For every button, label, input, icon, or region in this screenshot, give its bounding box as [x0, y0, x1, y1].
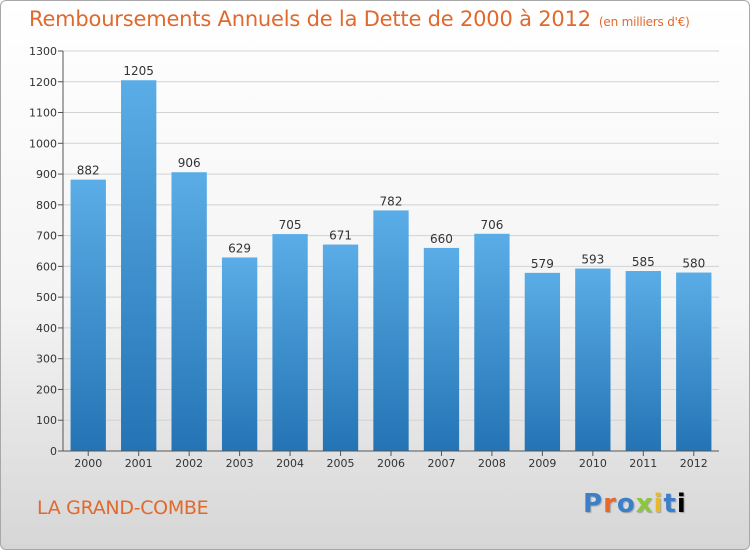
- x-axis: 2000 2001 2002 2003 2004 2005 2006 2007 2008 2009…: [63, 450, 719, 470]
- x-tick-label: 2006: [377, 457, 405, 470]
- y-tick-label: 500: [36, 291, 57, 304]
- data-label: 593: [581, 253, 604, 267]
- logo-letter: i: [676, 489, 687, 519]
- x-tick-label: 2011: [629, 457, 657, 470]
- x-tick-label: 2004: [276, 457, 304, 470]
- x-tick-label: 2008: [478, 457, 506, 470]
- bar: [524, 272, 561, 451]
- bar: [676, 272, 712, 451]
- logo-letter: P: [583, 489, 604, 519]
- x-tick-label: 2003: [226, 457, 254, 470]
- y-tick-label: 1100: [29, 107, 57, 120]
- bar: [221, 257, 258, 451]
- chart-unit-note: (en milliers d'€): [598, 15, 690, 29]
- x-tick-label: 2000: [74, 457, 102, 470]
- chart-title-text: Remboursements Annuels de la Dette de 20…: [29, 7, 591, 31]
- data-label: 579: [531, 257, 554, 271]
- data-label: 906: [178, 156, 201, 170]
- logo-letter: r: [603, 489, 617, 519]
- logo-letter: i: [653, 489, 664, 519]
- data-label: 1205: [123, 64, 154, 78]
- data-label: 882: [77, 164, 100, 178]
- data-label: 660: [430, 232, 453, 246]
- bar: [171, 172, 207, 451]
- data-labels: 882 1205 906 629 705 671 782 660 706 579 593 585 580: [77, 64, 705, 271]
- bar: [575, 268, 611, 451]
- y-tick-label: 300: [36, 353, 57, 366]
- bar: [423, 247, 460, 451]
- y-tick-label: 800: [36, 199, 57, 212]
- data-label: 705: [279, 218, 302, 232]
- data-label: 706: [480, 218, 503, 232]
- chart-title: Remboursements Annuels de la Dette de 20…: [29, 7, 690, 31]
- y-tick-label: 400: [36, 322, 57, 335]
- logo-letter: o: [616, 489, 636, 519]
- data-label: 585: [632, 255, 655, 269]
- bars: [70, 80, 712, 451]
- x-tick-label: 2002: [175, 457, 203, 470]
- y-tick-label: 1300: [29, 45, 57, 58]
- y-tick-label: 1200: [29, 76, 57, 89]
- data-label: 671: [329, 229, 352, 243]
- y-tick-label: 900: [36, 168, 57, 181]
- commune-name: LA GRAND-COMBE: [37, 497, 209, 519]
- x-tick-label: 2005: [327, 457, 355, 470]
- y-tick-label: 600: [36, 260, 57, 273]
- x-tick-label: 2010: [579, 457, 607, 470]
- y-tick-label: 100: [36, 414, 57, 427]
- bar: [322, 244, 359, 451]
- bar: [625, 271, 661, 451]
- logo-letter: t: [663, 489, 677, 519]
- y-tick-label: 0: [50, 445, 57, 458]
- bar: [373, 210, 409, 451]
- logo-letter: x: [635, 489, 654, 519]
- x-tick-label: 2007: [427, 457, 455, 470]
- proxiti-logo[interactable]: Proxiti: [583, 489, 687, 519]
- bar: [474, 233, 510, 451]
- y-axis: 0 100 200 300 400 500 600 700 800 900 1000 1100 1200…: [29, 45, 64, 458]
- data-label: 580: [682, 257, 705, 271]
- y-tick-label: 700: [36, 230, 57, 243]
- data-label: 782: [380, 194, 403, 208]
- bar: [121, 80, 157, 451]
- bar: [70, 179, 106, 451]
- x-tick-label: 2012: [680, 457, 708, 470]
- y-tick-label: 200: [36, 383, 57, 396]
- x-tick-label: 2001: [125, 457, 153, 470]
- x-tick-label: 2009: [528, 457, 556, 470]
- y-tick-label: 1000: [29, 137, 57, 150]
- data-label: 629: [228, 241, 251, 255]
- bar: [272, 234, 308, 451]
